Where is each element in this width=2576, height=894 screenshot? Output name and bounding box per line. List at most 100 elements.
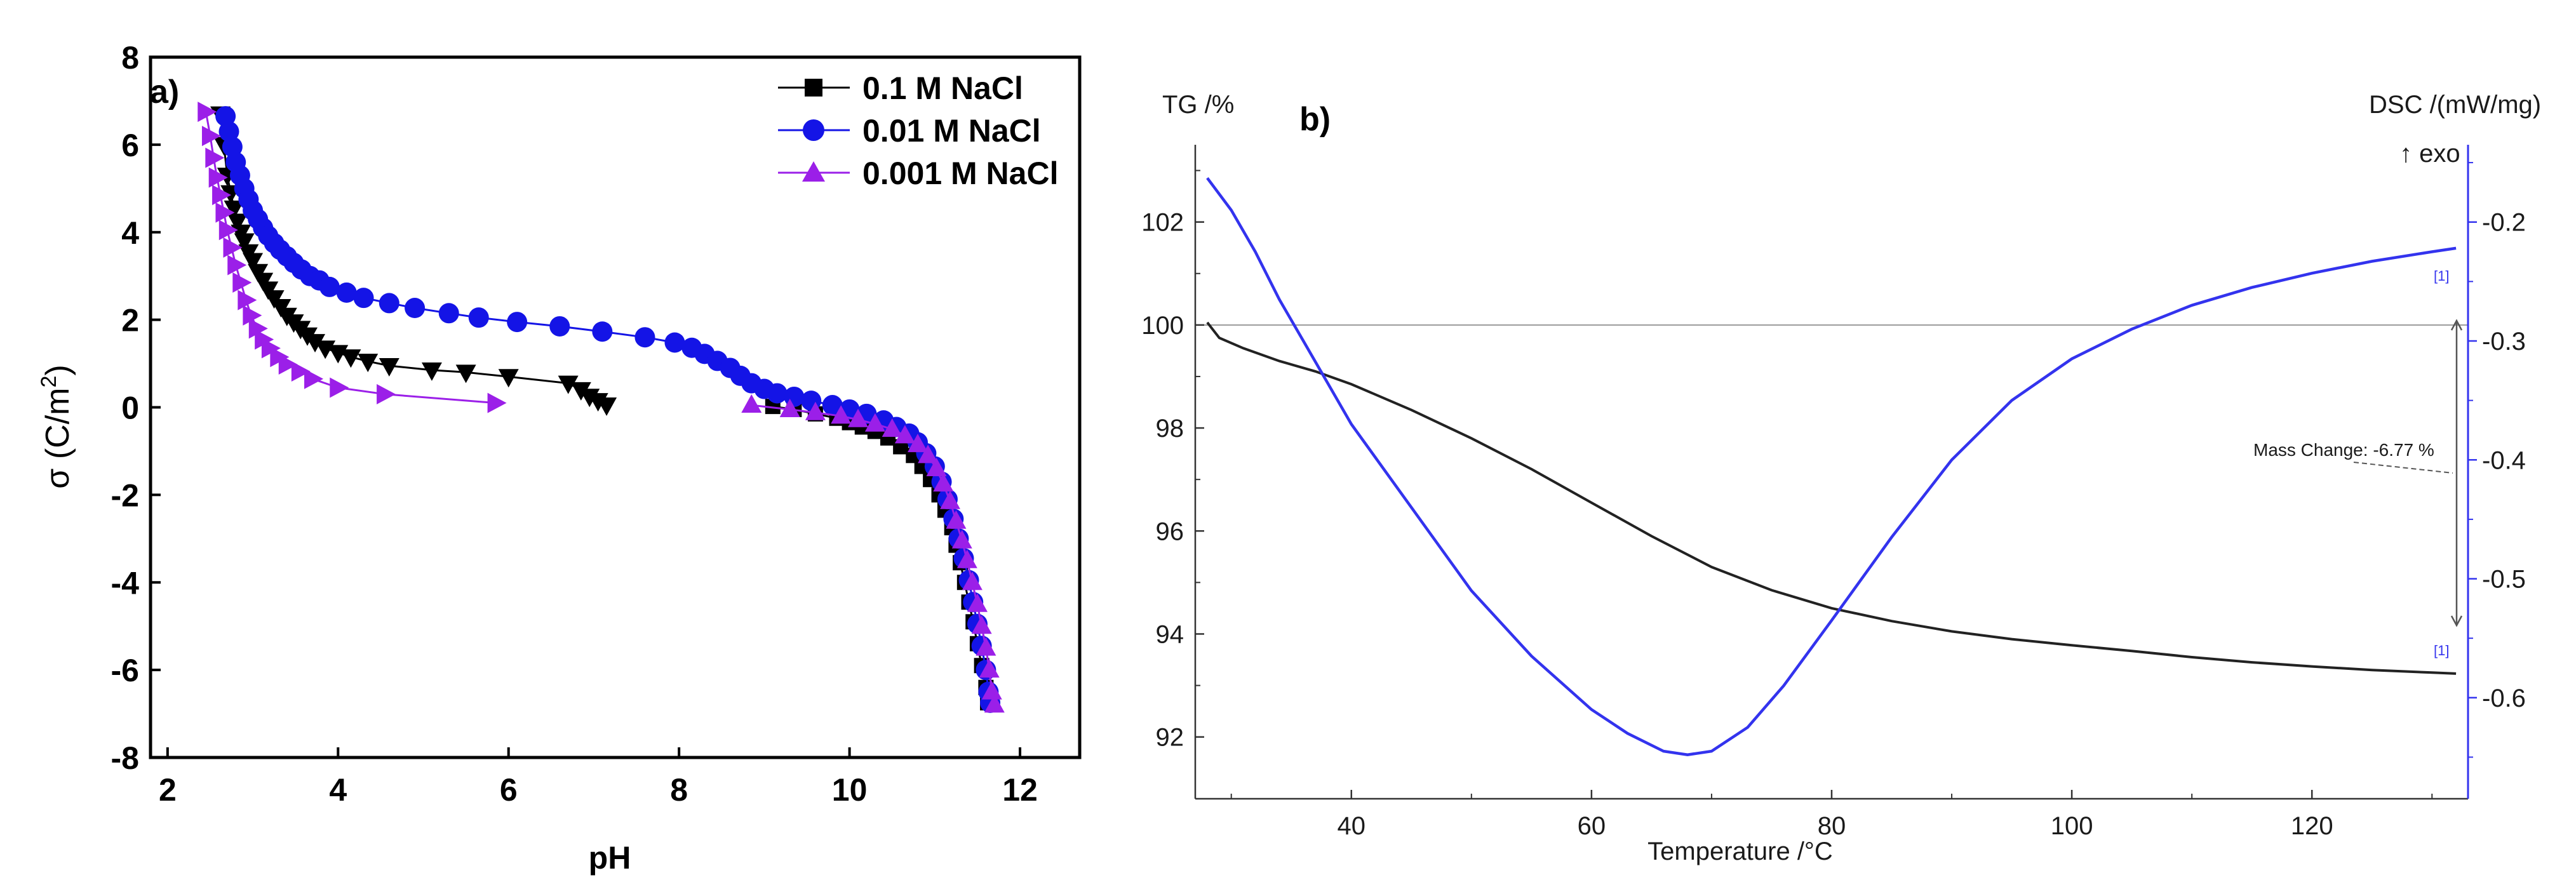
mass-change-leader (2353, 462, 2453, 474)
data-point (507, 312, 528, 333)
data-point (198, 102, 217, 123)
x-tick-label: 60 (1578, 812, 1606, 840)
data-point (981, 681, 1002, 700)
data-point (222, 137, 243, 157)
data-point (455, 364, 476, 384)
panel-a-legend: 0.1 M NaCl 0.01 M NaCl 0.001 M NaCl (778, 70, 1058, 191)
left-y-tick-label: 102 (1141, 209, 1184, 237)
legend-circle-marker (803, 119, 824, 141)
data-point (224, 200, 245, 219)
data-point (907, 434, 928, 453)
data-point (330, 377, 349, 398)
data-point (304, 368, 324, 389)
y-tick-label: -4 (111, 565, 140, 601)
marker-label-top: [1] (2434, 268, 2449, 284)
data-point (243, 253, 264, 272)
panel-a-series (198, 102, 1005, 713)
data-point (946, 510, 967, 529)
x-tick-label: 8 (670, 772, 688, 808)
panel-b-chart: 40 60 80 100 120 92 94 96 98 100 102 -0.2 -0.3 -0.4 -0… (1141, 91, 2541, 865)
data-point (291, 361, 311, 382)
data-point (848, 408, 869, 427)
data-point (421, 362, 442, 381)
left-y-tick-label: 94 (1156, 620, 1184, 648)
y-tick-label: -8 (111, 740, 139, 776)
data-point (212, 185, 232, 206)
y-tick-label: 2 (121, 303, 139, 338)
data-point (377, 384, 396, 404)
data-point (741, 394, 762, 413)
data-point (822, 395, 843, 416)
data-point (596, 397, 617, 417)
data-point (951, 530, 972, 549)
y-tick-label: 6 (121, 128, 139, 163)
data-point (882, 418, 902, 437)
panel-b-x-axis-title: Temperature /°C (1647, 837, 1833, 865)
data-point (208, 167, 228, 188)
x-tick-label: 40 (1338, 812, 1366, 840)
panel-b-axes: 40 60 80 100 120 92 94 96 98 100 102 -0.2 -0.3 -0.4 -0… (1141, 145, 2526, 840)
data-point (215, 202, 235, 223)
mass-change-arrowhead-bottom (2450, 615, 2463, 627)
x-tick-label: 4 (329, 772, 347, 808)
data-point (984, 694, 1005, 713)
panel-b-left-axis-title: TG /% (1162, 91, 1234, 119)
data-point (227, 255, 247, 276)
data-point (336, 282, 357, 303)
legend-entry-0.001M: 0.001 M NaCl (778, 156, 1058, 191)
data-point (971, 615, 992, 634)
right-y-tick-label: -0.6 (2482, 684, 2526, 712)
y-tick-label: -6 (111, 653, 139, 688)
data-point (238, 290, 257, 310)
data-point (205, 147, 225, 168)
data-point (831, 405, 852, 424)
data-point (358, 354, 379, 373)
data-point (498, 369, 519, 388)
data-point (918, 444, 939, 464)
mass-change-annotation: Mass Change: -6.77 % [1] [1] (2253, 268, 2463, 658)
data-point (243, 305, 262, 326)
data-point (962, 571, 983, 590)
legend-label-0.01M: 0.01 M NaCl (862, 113, 1041, 149)
x-tick-label: 6 (500, 772, 518, 808)
data-point (926, 458, 947, 477)
data-point (340, 349, 361, 368)
panel-a-x-axis-title: pH (589, 840, 631, 876)
data-point (933, 473, 954, 492)
y-tick-label: -2 (111, 477, 139, 513)
legend-square-marker (805, 79, 822, 97)
left-y-tick-label: 100 (1141, 312, 1184, 340)
panel-a-y-axis-title: σ (C/m2) (37, 364, 76, 488)
marker-label-bottom: [1] (2434, 643, 2449, 658)
right-y-tick-label: -0.4 (2482, 446, 2526, 474)
dsc-curve (1206, 177, 2457, 756)
data-point (234, 233, 255, 252)
data-point (468, 307, 489, 328)
right-y-tick-label: -0.2 (2482, 209, 2526, 237)
panel-b-series (1206, 177, 2457, 756)
data-point (201, 126, 221, 147)
panel-a-ticks: 2 4 6 8 10 12 -8 -6 -4 -2 0 2 4 6 8 (111, 40, 1038, 808)
x-tick-label: 2 (159, 772, 177, 808)
data-point (894, 425, 915, 444)
tg-curve (1206, 321, 2457, 675)
panel-b-label: b) (1299, 101, 1331, 138)
y-tick-label: 8 (121, 40, 139, 76)
x-tick-label: 100 (2051, 812, 2093, 840)
mass-change-arrowhead-top (2450, 319, 2463, 331)
data-point (976, 637, 996, 656)
data-point (779, 398, 800, 417)
legend-label-0.001M: 0.001 M NaCl (862, 156, 1058, 191)
data-point (592, 321, 613, 342)
data-point (215, 106, 236, 127)
data-point (487, 392, 507, 413)
panel-b-right-axis-title: DSC /(mW/mg) (2369, 91, 2541, 119)
data-point (248, 318, 268, 339)
data-point (353, 288, 374, 309)
data-point (767, 383, 788, 404)
data-point (939, 490, 960, 509)
data-point (255, 329, 274, 350)
mass-change-label: Mass Change: -6.77 % (2253, 440, 2434, 460)
data-point (549, 316, 570, 337)
x-tick-label: 12 (1002, 772, 1038, 808)
